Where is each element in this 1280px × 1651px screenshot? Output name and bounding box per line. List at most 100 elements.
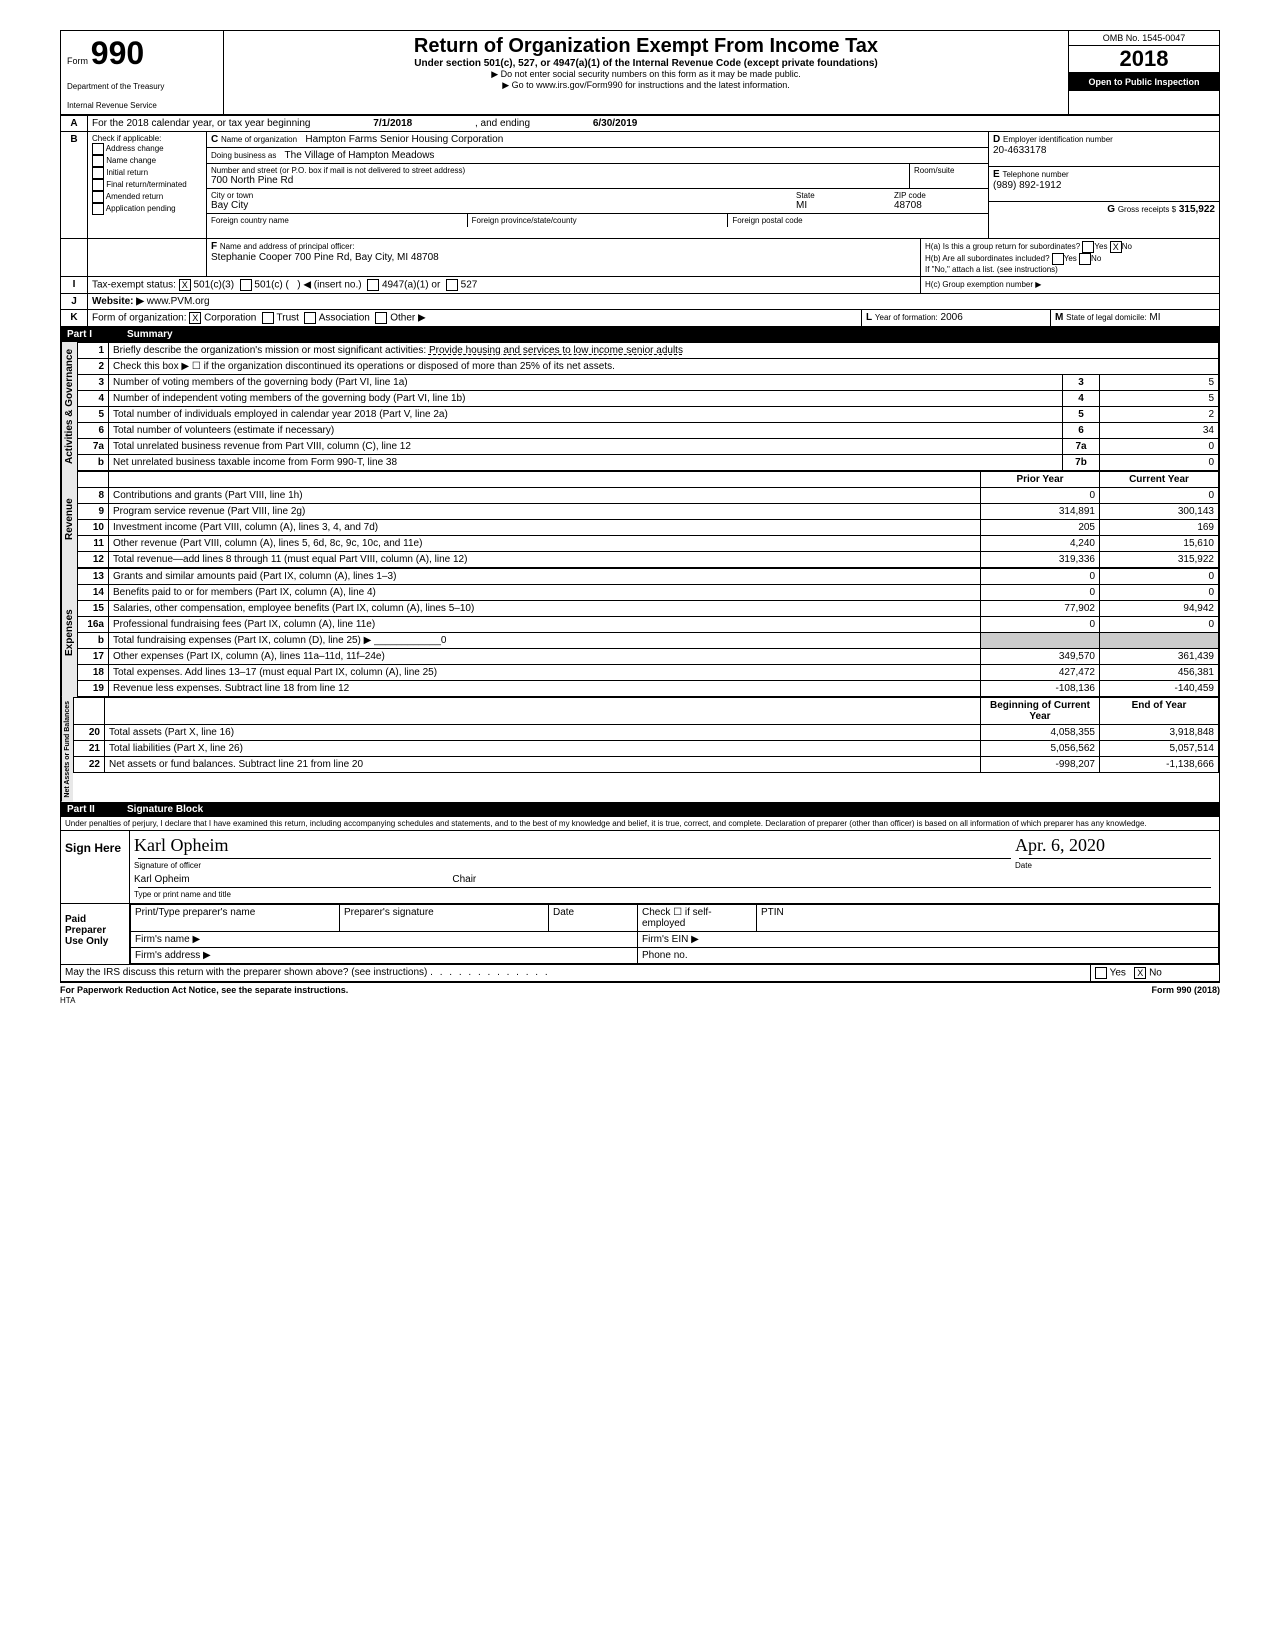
sig-date-label: Date [1015,861,1215,870]
firm-addr-label: Firm's address ▶ [131,947,638,963]
prep-sig-label: Preparer's signature [340,904,549,931]
b-checks: Check if applicable: Address change Name… [88,132,207,238]
chk-trust[interactable] [262,312,274,324]
paid-label: Paid Preparer Use Only [61,904,130,964]
m-dom: MI [1149,312,1160,323]
type-print-label: Type or print name and title [134,890,1215,899]
chk-501c3[interactable]: X [179,279,191,291]
chk-amended[interactable] [92,191,104,203]
org-dba: The Village of Hampton Meadows [285,150,435,161]
f-officer: Stephanie Cooper 700 Pine Rd, Bay City, … [211,252,439,263]
c-dba-label: Doing business as [211,151,276,160]
chk-initial[interactable] [92,167,104,179]
g-gross: 315,922 [1179,204,1215,215]
line2: Check this box ▶ ☐ if the organization d… [109,359,1219,375]
sig-date: Apr. 6, 2020 [1015,835,1215,856]
chk-pending[interactable] [92,203,104,215]
j-website: www.PVM.org [147,296,210,307]
chk-ha-no[interactable]: X [1110,241,1122,253]
org-ein: 20-4633178 [993,145,1215,156]
side-gov: Activities & Governance [61,342,77,471]
sign-here-label: Sign Here [61,831,130,903]
chk-assoc[interactable] [304,312,316,324]
exp-line-19: 19Revenue less expenses. Subtract line 1… [78,681,1219,697]
col-eoy: End of Year [1100,698,1219,725]
k-other: Other ▶ [390,313,425,324]
b-final: Final return/terminated [106,180,186,189]
b-amended: Amended return [106,192,163,201]
c-fp: Foreign province/state/county [467,214,728,227]
exp-line-18: 18Total expenses. Add lines 13–17 (must … [78,665,1219,681]
k-label: Form of organization: [92,313,187,324]
firm-name-label: Firm's name ▶ [131,931,638,947]
discuss-no: No [1149,967,1162,978]
bcde-block: B Check if applicable: Address change Na… [61,132,1219,239]
rev-line-10: 10Investment income (Part VIII, column (… [78,520,1219,536]
footer-right: Form 990 (2018) [1151,985,1220,1005]
form-note2: ▶ Go to www.irs.gov/Form990 for instruct… [228,80,1064,91]
form-number-cell: Form 990 Department of the Treasury Inte… [61,31,224,114]
chk-corp[interactable]: X [189,312,201,324]
part2-num: Part II [67,804,127,815]
chk-hb-yes[interactable] [1052,253,1064,265]
k-assoc: Association [319,313,370,324]
perjury: Under penalties of perjury, I declare th… [61,817,1219,831]
chk-final[interactable] [92,179,104,191]
org-zip: 48708 [894,200,984,211]
prep-date-label: Date [549,904,638,931]
chk-4947[interactable] [367,279,379,291]
ptin-label: PTIN [757,904,1219,931]
m-label: State of legal domicile: [1066,313,1147,322]
h-c: H(c) Group exemption number ▶ [925,280,1041,289]
blank-col [61,239,88,276]
chk-addr[interactable] [92,143,104,155]
c-state-label: State [796,191,886,200]
chk-discuss-no[interactable]: X [1134,967,1146,979]
exp-line-15: 15Salaries, other compensation, employee… [78,601,1219,617]
k-corp: Corporation [204,313,256,324]
line1-label: Briefly describe the organization's miss… [113,345,426,356]
na-line-22: 22Net assets or fund balances. Subtract … [74,757,1219,773]
part1-rev: Revenue Prior YearCurrent Year 8Contribu… [61,471,1219,568]
label-b: B [61,132,88,238]
part1-title: Summary [127,329,173,340]
preparer-table: Print/Type preparer's name Preparer's si… [130,904,1219,964]
firm-phone-label: Phone no. [638,947,1219,963]
chk-discuss-yes[interactable] [1095,967,1107,979]
form-title: Return of Organization Exempt From Incom… [228,35,1064,58]
rev-line-12: 12Total revenue—add lines 8 through 11 (… [78,552,1219,568]
chk-ha-yes[interactable] [1082,241,1094,253]
chk-hb-no[interactable] [1079,253,1091,265]
de-block: D Employer identification number 20-4633… [989,132,1219,238]
form-org-row: Form of organization: X Corporation Trus… [88,310,862,326]
c-fpc: Foreign postal code [727,214,988,227]
form-label: Form [67,56,88,66]
b-pending: Application pending [106,204,176,213]
label-d: D [993,134,1000,145]
exp-line-14: 14Benefits paid to or for members (Part … [78,585,1219,601]
part1-gov: Activities & Governance 1 Briefly descri… [61,342,1219,471]
label-e: E [993,169,1000,180]
hb-yes: Yes [1064,254,1077,263]
l-label: Year of formation: [875,313,938,322]
form-note1: ▶ Do not enter social security numbers o… [228,69,1064,80]
rev-line-8: 8Contributions and grants (Part VIII, li… [78,488,1219,504]
i-c: 501(c) [254,280,282,291]
c-room-label: Room/suite [914,166,984,175]
chk-other[interactable] [375,312,387,324]
i-527: 527 [461,280,478,291]
label-k: K [61,310,88,326]
chk-527[interactable] [446,279,458,291]
gov-line-7b: bNet unrelated business taxable income f… [78,455,1219,471]
part2-title: Signature Block [127,804,203,815]
rev-line-9: 9Program service revenue (Part VIII, lin… [78,504,1219,520]
line1-val: Provide housing and services to low inco… [429,345,683,356]
hc-block: H(c) Group exemption number ▶ [921,277,1219,293]
label-l: L [866,312,872,323]
sign-here-block: Sign Here Karl Opheim Signature of offic… [61,831,1219,904]
chk-501c[interactable] [240,279,252,291]
exp-line-13: 13Grants and similar amounts paid (Part … [78,569,1219,585]
open-public: Open to Public Inspection [1069,73,1219,91]
chk-name[interactable] [92,155,104,167]
form-subtitle: Under section 501(c), 527, or 4947(a)(1)… [228,58,1064,69]
